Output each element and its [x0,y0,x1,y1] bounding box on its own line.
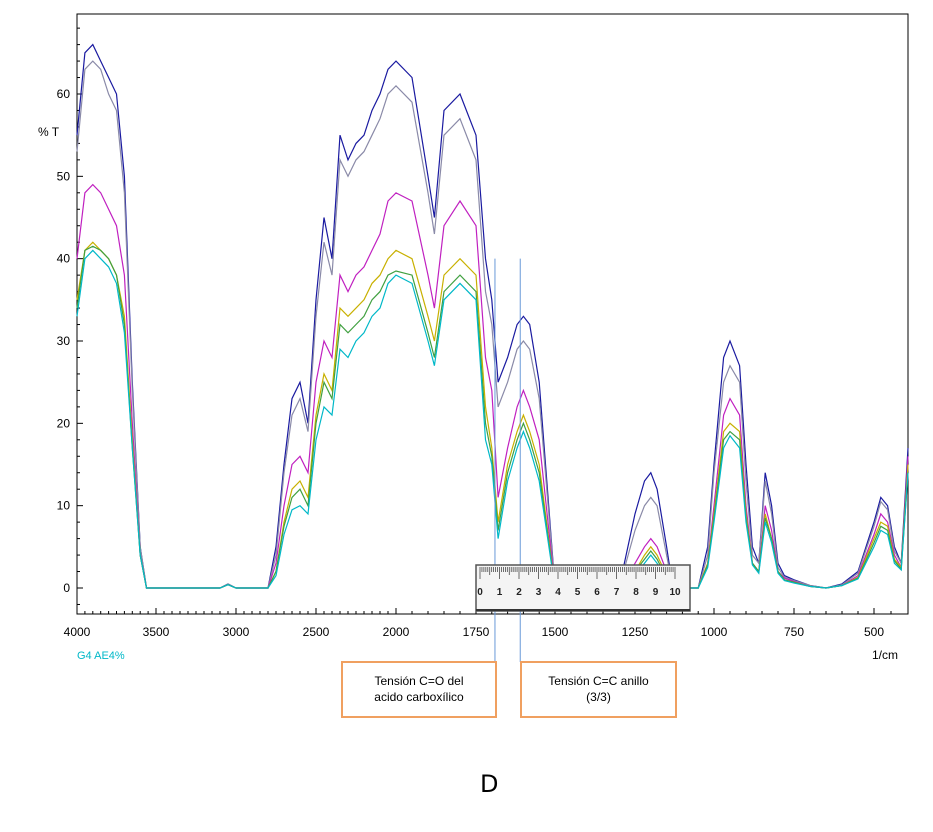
panel-label: D [480,770,499,798]
x-axis-label: 1/cm [872,648,898,662]
ruler-label: 9 [653,587,659,598]
x-tick-label: 1250 [622,625,649,639]
y-tick-label: 20 [57,416,71,430]
spectrum-series-5 [76,245,909,589]
ruler-label: 6 [594,587,600,598]
ruler-body [475,564,691,612]
annotation-cc-line2: (3/3) [586,690,611,704]
y-tick-label: 30 [57,334,71,348]
ruler-label: 4 [555,587,561,598]
ruler-label: 0 [477,587,483,598]
legend-entry: G4 AE4% [77,650,125,662]
annotation-co-stretch: Tensión C=O del acido carboxílico [341,661,497,718]
ruler-label: 1 [497,587,503,598]
y-tick-label: 50 [57,169,71,183]
x-tick-label: 3500 [143,625,170,639]
x-tick-label: 1750 [463,625,490,639]
y-tick-label: 10 [57,499,71,513]
annotation-co-line1: Tensión C=O del [374,674,464,688]
x-tick-label: 1500 [542,625,569,639]
ruler-label: 3 [536,587,542,598]
annotation-co-line2: acido carboxílico [374,690,464,704]
ruler-label: 8 [633,587,639,598]
ruler-overlay: 0 1 2 3 4 5 6 7 8 9 10 [475,564,691,612]
spectrum-series-6 [76,249,909,589]
y-tick-label: 40 [57,252,71,266]
y-tick-label: 60 [57,87,71,101]
x-tick-label: 2000 [383,625,410,639]
y-tick-label: 0 [63,581,70,595]
x-tick-label: 3000 [223,625,250,639]
ruler-label: 2 [516,587,522,598]
ruler-label: 7 [614,587,620,598]
spectrum-series-1 [76,43,909,589]
x-tick-label: 750 [784,625,804,639]
y-axis: 0 10 20 30 40 50 60 [57,27,83,605]
y-axis-label: % T [38,125,60,139]
series-group [76,43,909,589]
ruler-label: 10 [669,587,681,598]
x-tick-label: 500 [864,625,884,639]
spectrum-series-4 [76,241,909,589]
x-tick-label: 4000 [64,625,91,639]
annotation-cc-ring: Tensión C=C anillo (3/3) [520,661,677,718]
spectrum-series-3 [76,183,909,589]
x-tick-label: 1000 [701,625,728,639]
ruler-label: 5 [575,587,581,598]
x-axis: 4000 3500 3000 2500 2000 1750 1500 1250 1000 750 5… [64,608,892,639]
x-tick-label: 2500 [303,625,330,639]
spectrum-series-2 [76,60,909,589]
annotation-cc-line1: Tensión C=C anillo [548,674,649,688]
